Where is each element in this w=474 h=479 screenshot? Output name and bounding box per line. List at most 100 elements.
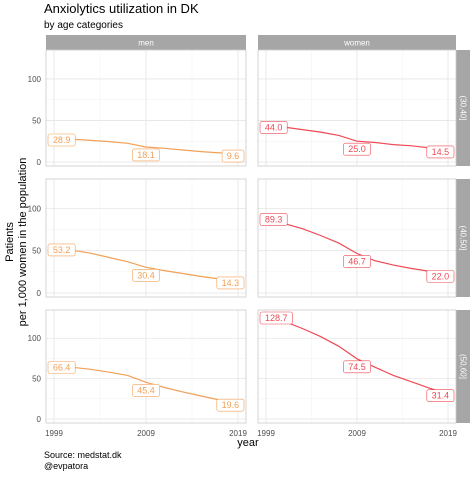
x-axis-label: year [237,437,259,449]
data-label-text: 53.2 [53,245,71,255]
y-axis-label-line2: per 1,000 women in the population [17,158,29,327]
panel-border [45,49,247,167]
data-label: 44.0 [259,121,288,134]
data-label-box [426,270,455,283]
y-tick-label: 100 [28,75,42,84]
data-label-box [259,213,288,226]
chart-subtitle: by age categories [44,20,123,31]
y-tick-label: 0 [37,289,42,298]
data-label: 18.1 [132,148,160,162]
data-label: 74.5 [343,360,371,374]
data-label-text: 128.7 [265,313,288,323]
y-tick-label: 0 [37,415,42,424]
data-label-text: 9.6 [227,151,240,161]
data-label-text: 45.4 [137,385,155,395]
panel-border [257,49,457,167]
data-label-text: 18.1 [137,150,155,160]
x-tick-label: 2019 [229,429,247,438]
panel-border [257,309,457,424]
panel-border [45,178,247,298]
x-tick-label: 1999 [45,429,63,438]
data-label-box [216,398,245,412]
series-line-men [53,137,239,155]
data-label-text: 28.9 [53,135,71,145]
x-tick-label: 2009 [348,429,366,438]
y-axis-label-line1: Patients [4,222,16,262]
data-label: 45.4 [132,384,160,397]
data-label-box [132,384,160,397]
y-tick-label: 50 [32,375,41,384]
data-label: 9.6 [221,149,245,163]
y-tick-label: 50 [32,116,41,125]
data-label-text: 19.6 [222,400,240,410]
data-label: 31.4 [426,389,455,402]
data-label-text: 31.4 [432,391,450,401]
caption-handle: @evpatora [44,461,88,471]
data-label-box [132,268,160,282]
data-label-box [132,148,160,162]
facet-strip-label-women: women [343,39,370,48]
data-label: 19.6 [216,398,245,412]
data-label-text: 46.7 [348,256,366,266]
data-label-text: 25.0 [348,144,366,154]
facet-strip-men [46,35,246,50]
facet-row-strip [456,50,470,166]
data-label-text: 66.4 [53,362,71,372]
data-label-text: 89.3 [265,214,283,224]
data-label: 30.4 [132,268,160,282]
data-label-text: 14.5 [432,147,450,157]
facet-panels: men women (30,40] (40,50] (50,60] 0 50 100 0 50 10… [28,35,470,438]
y-tick-label: 50 [32,247,41,256]
series-line-men [53,364,239,404]
data-label-box [47,133,76,147]
data-label-box [221,149,245,163]
x-tick-label: 1999 [257,429,275,438]
panel-men-(30,40]: 28.9 18.1 9.6 [45,49,247,167]
series-line-women [265,314,449,395]
facet-row-strip-label: (40,50] [459,226,468,251]
data-label-text: 74.5 [348,362,366,372]
data-label: 128.7 [259,311,293,325]
data-label: 25.0 [343,142,371,156]
data-label-text: 30.4 [137,270,155,280]
data-label: 53.2 [47,243,76,257]
panel-women-(40,50]: 89.3 46.7 22.0 [257,178,457,298]
y-tick-label: 100 [28,334,42,343]
data-label: 89.3 [259,213,288,226]
panel-men-(40,50]: 53.2 30.4 14.3 [45,178,247,298]
data-label-box [216,276,245,290]
data-label: 14.5 [426,145,455,159]
panel-border [257,178,457,298]
y-tick-label: 100 [28,204,42,213]
data-label: 46.7 [343,255,371,268]
data-label-box [426,389,455,402]
data-label-box [343,360,371,374]
series-line-men [53,247,239,282]
data-label-box [426,145,455,159]
panel-women-(30,40]: 44.0 25.0 14.5 [257,49,457,167]
series-line-women [265,124,449,151]
caption-source: Source: medstat.dk [44,450,122,460]
facet-strip-label-men: men [138,39,154,48]
data-label: 66.4 [47,361,76,374]
data-label-box [259,121,288,134]
facet-row-strip [456,179,470,297]
data-label: 28.9 [47,133,76,147]
data-label-box [259,311,293,325]
facet-row-strip [456,310,470,423]
data-label-box [47,361,76,374]
facet-row-strip-label: (30,40] [459,96,468,121]
data-label-text: 22.0 [432,271,450,281]
facet-row-strip-label: (50,60] [459,354,468,379]
data-label: 14.3 [216,276,245,290]
data-label-box [343,255,371,268]
x-tick-label: 2009 [137,429,155,438]
facet-strip-women [258,35,456,50]
data-label-text: 44.0 [265,122,283,132]
data-label: 22.0 [426,270,455,283]
series-line-women [265,216,449,275]
panel-women-(50,60]: 128.7 74.5 31.4 [257,309,457,424]
data-label-box [47,243,76,257]
chart-title: Anxiolytics utilization in DK [44,1,199,16]
